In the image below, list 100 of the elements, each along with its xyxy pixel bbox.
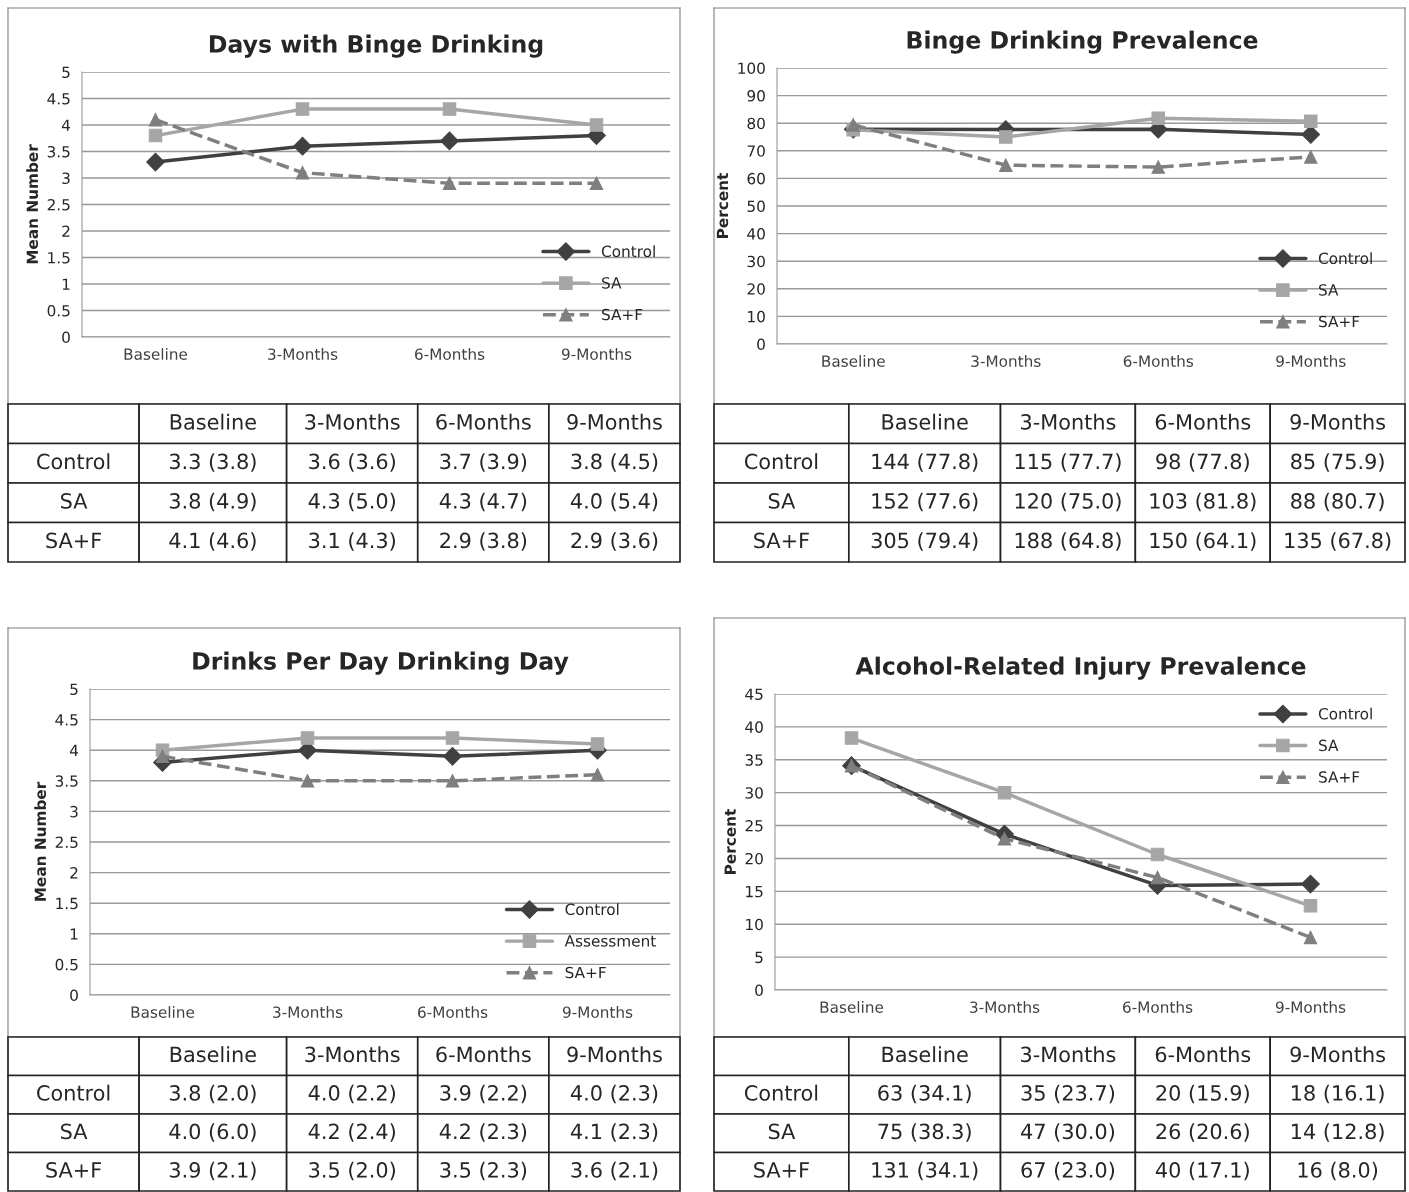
legend-label: SA (1319, 284, 1339, 296)
y-tick-label: 15 (746, 886, 763, 898)
data-label: 3.8 (4.9) (169, 492, 256, 512)
x-tick-label: 3-Months (273, 1006, 343, 1018)
legend-label: Control (565, 903, 619, 916)
data-label: 144 (77.8) (872, 453, 978, 472)
data-label: 35 (23.7) (1021, 1084, 1115, 1104)
chart-title: Days with Binge Drinking (209, 34, 543, 58)
data-label: 75 (38.3) (878, 1123, 971, 1142)
y-axis-title: Percent (716, 173, 729, 238)
data-label: 3.8 (4.5) (571, 453, 658, 472)
x-tick-label: Baseline (820, 1001, 884, 1013)
x-tick-label: 9-Months (1275, 1001, 1346, 1013)
data-label: 115 (77.7) (1015, 453, 1121, 472)
y-tick-label: 20 (747, 283, 765, 295)
legend-label: SA+F (602, 308, 643, 321)
y-tick-label: 0 (757, 338, 765, 351)
y-axis-title: Mean Number (26, 144, 39, 264)
data-label: 135 (67.8) (1285, 532, 1391, 551)
y-tick-label: 5 (62, 66, 70, 79)
y-tick-label: 40 (747, 228, 765, 240)
legend-label: Control (1318, 252, 1372, 265)
data-label: 16 (8.0) (1298, 1161, 1378, 1181)
text: SA (768, 1123, 796, 1140)
legend-label: SA+F (565, 966, 606, 979)
y-tick-label: 80 (747, 117, 765, 130)
y-tick-label: 100 (738, 62, 765, 75)
category-label: 3-Months (1021, 1046, 1116, 1063)
data-label: 3.9 (2.1) (169, 1161, 256, 1181)
y-tick-label: 4.5 (55, 714, 78, 726)
y-tick-label: 1 (62, 278, 70, 290)
data-label: 3.3 (3.8) (169, 453, 256, 472)
data-label: 26 (20.6) (1156, 1123, 1249, 1142)
data-label: 152 (77.6) (872, 492, 978, 512)
text: Control (37, 453, 110, 470)
y-tick-label: 1.5 (56, 897, 78, 910)
x-tick-label: 6-Months (415, 348, 485, 360)
text: Control (37, 1084, 110, 1101)
y-tick-label: 1.5 (48, 252, 70, 264)
y-tick-label: 0.5 (47, 304, 70, 317)
data-label: 63 (34.1) (878, 1084, 971, 1104)
y-tick-label: 10 (748, 310, 765, 323)
y-tick-label: 60 (747, 172, 765, 185)
data-label: 2.9 (3.6) (571, 532, 658, 551)
y-tick-label: 3.5 (55, 775, 78, 787)
y-tick-label: 4.5 (47, 93, 70, 105)
chart-title: Drinks Per Day Drinking Day (193, 651, 569, 675)
category-label: 9-Months (1290, 413, 1386, 430)
data-label: 3.6 (3.6) (309, 453, 395, 472)
data-label: 47 (30.0) (1021, 1123, 1115, 1142)
text: Control (744, 1084, 818, 1101)
data-label: 4.2 (2.4) (308, 1123, 395, 1142)
legend-label: Control (1318, 707, 1372, 720)
category-label: 3-Months (1021, 413, 1116, 430)
data-label: 103 (81.8) (1150, 492, 1256, 512)
text: SA (61, 1123, 88, 1140)
data-label: 88 (80.7) (1291, 492, 1384, 512)
y-tick-label: 35 (745, 754, 763, 766)
y-tick-label: 30 (747, 255, 765, 268)
y-tick-label: 50 (747, 200, 765, 213)
y-tick-label: 0 (70, 989, 78, 1002)
text: SA+F (46, 1162, 101, 1178)
legend-label: SA+F (1319, 315, 1360, 328)
data-label: 3.8 (2.0) (169, 1084, 256, 1104)
y-tick-label: 2 (70, 867, 78, 879)
x-tick-label: Baseline (822, 355, 885, 367)
y-tick-label: 4 (69, 744, 79, 756)
y-tick-label: 3 (70, 805, 78, 818)
y-tick-label: 4 (61, 119, 71, 131)
y-tick-label: 3.5 (47, 145, 70, 158)
category-label: Baseline (170, 413, 256, 430)
y-tick-label: 70 (747, 145, 765, 157)
x-tick-label: Baseline (124, 348, 188, 360)
chart-title: Alcohol-Related Injury Prevalence (855, 656, 1306, 680)
y-tick-label: 40 (745, 721, 763, 733)
data-label: 150 (64.1) (1150, 532, 1256, 551)
legend-label: Control (601, 245, 655, 258)
text: Control (744, 453, 818, 470)
data-label: 3.9 (2.2) (440, 1084, 527, 1104)
category-label: 9-Months (567, 1046, 662, 1063)
data-label: 131 (34.1) (872, 1161, 978, 1181)
data-label: 2.9 (3.8) (440, 532, 527, 551)
data-label: 4.0 (2.2) (308, 1084, 395, 1104)
category-label: Baseline (170, 1046, 256, 1063)
category-label: 6-Months (1155, 1046, 1251, 1063)
x-tick-label: 9-Months (562, 1006, 633, 1018)
category-label: 3-Months (305, 1046, 400, 1063)
data-label: 120 (75.0) (1015, 492, 1121, 512)
data-label: 4.0 (2.3) (570, 1084, 658, 1104)
y-tick-label: 3 (62, 172, 70, 185)
y-tick-label: 0.5 (55, 958, 78, 971)
category-label: 9-Months (567, 413, 662, 430)
x-tick-label: 6-Months (418, 1006, 488, 1018)
data-label: 85 (75.9) (1291, 453, 1384, 472)
text: SA (768, 493, 796, 509)
data-label: 4.2 (2.3) (439, 1123, 527, 1142)
category-label: Baseline (882, 1046, 968, 1063)
y-tick-label: 45 (745, 688, 763, 701)
x-tick-label: 6-Months (1123, 1001, 1193, 1013)
data-label: 3.1 (4.3) (309, 532, 395, 551)
